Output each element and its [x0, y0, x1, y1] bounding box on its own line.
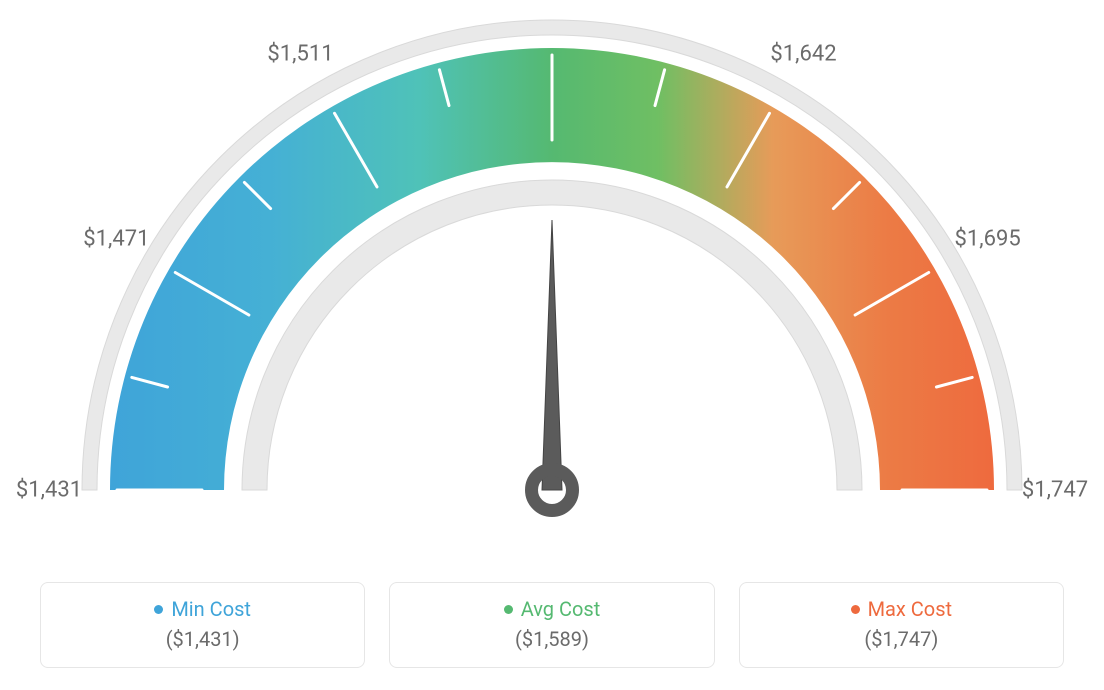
gauge-tick-label: $1,511 [267, 42, 333, 67]
legend-card-max: Max Cost ($1,747) [739, 582, 1064, 668]
legend-title-min: Min Cost [154, 597, 251, 621]
legend-title-avg: Avg Cost [504, 597, 601, 621]
gauge-tick-label: $1,642 [770, 42, 836, 67]
legend-card-avg: Avg Cost ($1,589) [389, 582, 714, 668]
gauge-tick-label: $1,471 [83, 226, 149, 251]
legend-title-text-avg: Avg Cost [521, 597, 601, 621]
gauge-tick-label: $1,695 [955, 226, 1021, 251]
legend-value-min: ($1,431) [166, 627, 240, 651]
gauge-area: $1,431$1,471$1,511$1,589$1,642$1,695$1,7… [0, 0, 1104, 560]
legend-title-max: Max Cost [851, 597, 953, 621]
legend-value-max: ($1,747) [864, 627, 938, 651]
legend-dot-max [851, 605, 860, 614]
legend-row: Min Cost ($1,431) Avg Cost ($1,589) Max … [0, 580, 1104, 690]
gauge-tick-label: $1,747 [1022, 478, 1088, 503]
gauge-chart-container: $1,431$1,471$1,511$1,589$1,642$1,695$1,7… [0, 0, 1104, 690]
legend-dot-avg [504, 605, 513, 614]
gauge-svg [0, 0, 1104, 560]
legend-title-text-max: Max Cost [868, 597, 953, 621]
legend-dot-min [154, 605, 163, 614]
legend-card-min: Min Cost ($1,431) [40, 582, 365, 668]
legend-value-avg: ($1,589) [515, 627, 589, 651]
legend-title-text-min: Min Cost [171, 597, 251, 621]
gauge-tick-label: $1,431 [16, 478, 82, 503]
